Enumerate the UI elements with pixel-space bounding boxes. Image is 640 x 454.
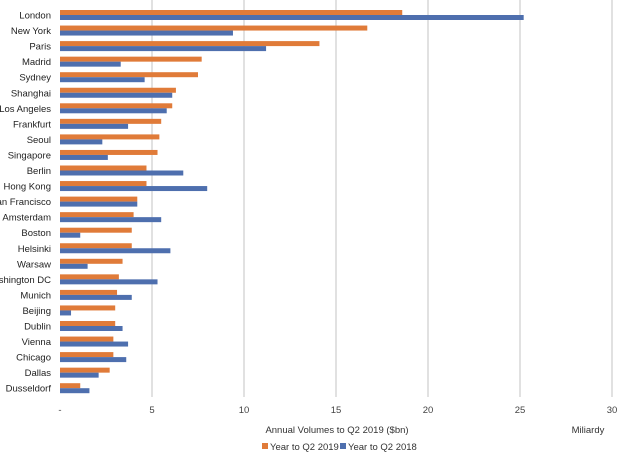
bar-2019-20 [60,321,116,326]
bar-2019-14 [60,227,132,233]
bar-2018-19 [60,310,72,316]
bar-2018-0 [60,15,524,20]
bar-2018-17 [60,279,158,285]
x-tick-label: 25 [515,405,526,416]
legend-swatch-2018 [340,443,346,449]
category-label: Paris [29,42,51,53]
unit-label: Miliardy [572,425,605,436]
legend-label-2019: Year to Q2 2019 [270,442,339,453]
bar-2019-17 [60,274,119,280]
bar-2018-6 [60,108,167,114]
x-tick-label: - [58,405,61,416]
bar-2019-12 [60,196,138,202]
bar-2019-16 [60,258,123,264]
category-label: London [19,11,51,22]
bar-2019-0 [60,10,403,15]
x-tick-label: 20 [423,405,434,416]
bar-2018-18 [60,294,132,300]
bar-2018-16 [60,263,88,269]
bar-2018-21 [60,341,129,347]
x-axis-title: Annual Volumes to Q2 2019 ($bn) [265,425,408,436]
bar-2019-13 [60,212,134,218]
x-tick-labels: - 5 10 15 20 25 30 [58,405,617,416]
bar-2019-9 [60,149,158,155]
category-label: Vienna [22,337,52,348]
category-label: Berlin [27,166,51,177]
legend-label-2018: Year to Q2 2018 [348,442,417,453]
bar-2018-14 [60,232,81,238]
bar-2019-8 [60,134,160,140]
category-label: New York [11,26,51,37]
category-label: Seoul [27,135,51,146]
category-label: Beijing [22,306,51,317]
x-tick-label: 15 [331,405,342,416]
bar-2018-24 [60,388,90,394]
bar-2019-19 [60,305,116,311]
bar-2019-24 [60,383,81,389]
category-label: San Francisco [0,197,51,208]
bar-2018-12 [60,201,138,207]
category-label: Amsterdam [2,213,51,224]
bar-2019-4 [60,72,198,78]
bar-2019-18 [60,289,118,295]
x-tick-label: 30 [607,405,618,416]
legend: Year to Q2 2019 Year to Q2 2018 [262,442,417,453]
category-label: Singapore [8,150,51,161]
bar-2018-7 [60,123,129,129]
bar-2019-7 [60,118,162,124]
bar-2019-10 [60,165,147,171]
bar-2019-11 [60,181,147,187]
bar-2019-6 [60,103,173,109]
bar-2019-15 [60,243,132,249]
category-label: Shanghai [11,88,51,99]
bar-2019-23 [60,367,110,373]
x-tick-label: 10 [239,405,250,416]
bar-2018-11 [60,186,208,192]
bar-2018-9 [60,154,108,160]
bar-2019-3 [60,56,202,62]
gridlines [151,0,613,397]
category-label: Frankfurt [13,119,51,130]
category-label: Helsinki [18,244,51,255]
category-label: Dallas [25,368,52,379]
category-label: Dublin [24,322,51,333]
bar-2019-1 [60,25,368,31]
legend-swatch-2019 [262,443,268,449]
bar-2018-8 [60,139,103,145]
category-label: Boston [21,228,51,239]
category-label: Hong Kong [3,182,51,193]
bar-2018-3 [60,61,121,67]
bar-2018-5 [60,92,173,98]
bar-2018-2 [60,46,267,52]
bar-2018-4 [60,77,145,83]
bar-2019-5 [60,87,176,93]
bar-2019-22 [60,352,114,358]
category-label: Warsaw [17,259,51,270]
bar-2018-10 [60,170,184,176]
bar-2018-13 [60,217,162,223]
bar-2018-15 [60,248,171,254]
category-label: Washington DC [0,275,51,286]
category-label: Los Angeles [0,104,51,115]
category-label: Dusseldorf [6,384,52,395]
category-label: Chicago [16,353,51,364]
category-label: Sydney [19,73,51,84]
bar-2018-22 [60,357,127,363]
bar-2018-20 [60,326,123,331]
x-tick-label: 5 [149,405,154,416]
category-label: Munich [20,290,51,301]
bar-2018-1 [60,30,233,36]
bars [60,10,524,394]
bar-2019-21 [60,336,114,342]
bar-2019-2 [60,41,320,47]
category-label: Madrid [22,57,51,68]
bar-2018-23 [60,372,99,378]
category-labels: London New York Paris Madrid Sydney Shanghai L… [0,11,52,395]
